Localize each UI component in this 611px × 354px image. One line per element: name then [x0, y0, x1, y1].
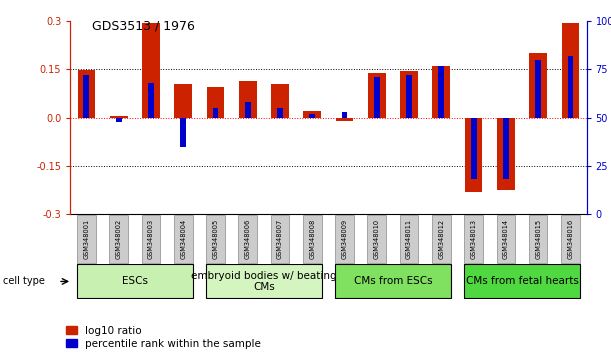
Text: GSM348013: GSM348013 [470, 219, 477, 259]
Bar [142, 215, 160, 263]
Bar [529, 53, 547, 118]
Bar [465, 118, 483, 192]
Bar [470, 118, 477, 179]
Bar [206, 264, 321, 298]
Bar [432, 215, 451, 263]
Bar [335, 264, 451, 298]
Bar [174, 84, 192, 118]
Bar [335, 118, 353, 121]
Bar [78, 70, 95, 118]
Bar [142, 23, 160, 118]
Bar [529, 215, 547, 263]
Text: GDS3513 / 1976: GDS3513 / 1976 [92, 19, 194, 33]
Bar [110, 116, 128, 118]
Text: GSM348016: GSM348016 [568, 219, 574, 259]
Bar [238, 215, 257, 263]
Text: GSM348007: GSM348007 [277, 219, 283, 259]
Text: GSM348008: GSM348008 [309, 219, 315, 259]
Bar [497, 215, 515, 263]
Bar [400, 215, 419, 263]
Bar [562, 23, 579, 118]
Text: CMs from fetal hearts: CMs from fetal hearts [466, 276, 579, 286]
Bar [271, 84, 289, 118]
Bar [342, 112, 348, 118]
Bar [239, 81, 257, 118]
Text: GSM348006: GSM348006 [245, 219, 251, 259]
Bar [109, 215, 128, 263]
Bar [304, 111, 321, 118]
Text: GSM348005: GSM348005 [213, 219, 219, 259]
Text: cell type: cell type [3, 276, 45, 286]
Bar [503, 118, 509, 179]
Text: ESCs: ESCs [122, 276, 148, 286]
Bar [180, 118, 186, 147]
Bar [335, 215, 354, 263]
Bar [213, 108, 218, 118]
Legend: log10 ratio, percentile rank within the sample: log10 ratio, percentile rank within the … [67, 326, 261, 349]
Bar [561, 215, 580, 263]
Bar [277, 108, 283, 118]
Bar [309, 114, 315, 118]
Bar [374, 77, 379, 118]
Bar [115, 118, 122, 121]
Bar [464, 264, 580, 298]
Text: embryoid bodies w/ beating
CMs: embryoid bodies w/ beating CMs [191, 270, 337, 292]
Text: GSM348015: GSM348015 [535, 219, 541, 259]
Text: GSM348004: GSM348004 [180, 219, 186, 259]
Bar [77, 264, 192, 298]
Text: GSM348010: GSM348010 [374, 219, 380, 259]
Bar [303, 215, 321, 263]
Bar [497, 118, 514, 190]
Bar [245, 102, 251, 118]
Bar [406, 75, 412, 118]
Bar [433, 66, 450, 118]
Bar [207, 87, 224, 118]
Bar [368, 73, 386, 118]
Text: CMs from ESCs: CMs from ESCs [354, 276, 432, 286]
Text: GSM348002: GSM348002 [115, 219, 122, 259]
Bar [271, 215, 290, 263]
Text: GSM348011: GSM348011 [406, 219, 412, 259]
Bar [84, 75, 89, 118]
Text: GSM348012: GSM348012 [438, 219, 444, 259]
Text: GSM348001: GSM348001 [83, 219, 89, 259]
Bar [367, 215, 386, 263]
Text: GSM348009: GSM348009 [342, 219, 348, 259]
Bar [174, 215, 192, 263]
Bar [464, 215, 483, 263]
Bar [439, 65, 444, 118]
Bar [535, 60, 541, 118]
Bar [77, 215, 96, 263]
Text: GSM348014: GSM348014 [503, 219, 509, 259]
Bar [206, 215, 225, 263]
Bar [400, 71, 418, 118]
Text: GSM348003: GSM348003 [148, 219, 154, 259]
Bar [568, 56, 573, 118]
Bar [148, 83, 154, 118]
